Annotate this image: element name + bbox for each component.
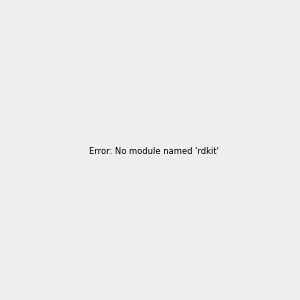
Text: Error: No module named 'rdkit': Error: No module named 'rdkit' xyxy=(89,147,219,156)
